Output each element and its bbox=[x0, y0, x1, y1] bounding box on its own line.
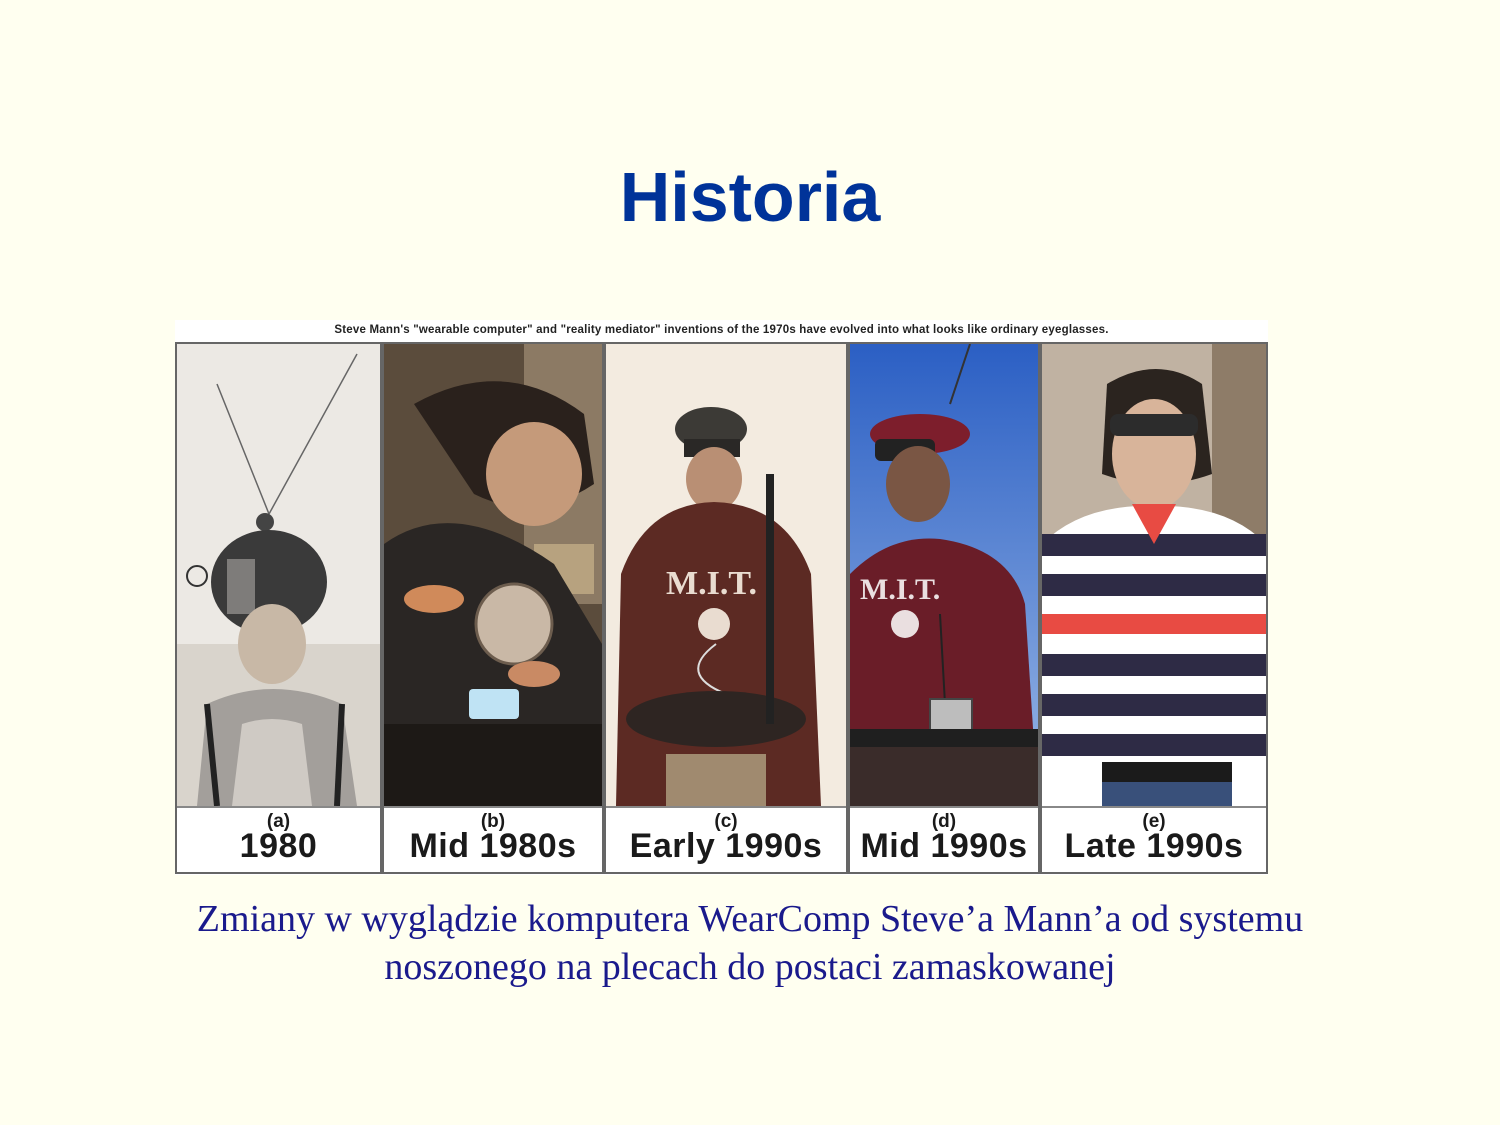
caption-line-1: Zmiany w wyglądzie komputera WearComp St… bbox=[196, 898, 1304, 940]
photo-1980 bbox=[177, 344, 380, 806]
panel-letter: (d) bbox=[931, 811, 957, 832]
photo-late-1990s bbox=[1042, 344, 1266, 806]
panel-letter: (c) bbox=[714, 811, 738, 832]
panel-letter: (b) bbox=[480, 811, 506, 832]
svg-text:M.I.T.: M.I.T. bbox=[860, 573, 940, 606]
panel-e-caption: (e) Late 1990s bbox=[1042, 806, 1266, 872]
panel-letter: (e) bbox=[1142, 811, 1166, 832]
panel-c-caption: (c) Early 1990s bbox=[606, 806, 846, 872]
panel-period: Late 1990s bbox=[1064, 827, 1244, 865]
figure-caption: Zmiany w wyglądzie komputera WearComp St… bbox=[0, 895, 1500, 991]
wearcomp-evolution-figure: Steve Mann's "wearable computer" and "re… bbox=[175, 320, 1268, 875]
panel-b: (b) Mid 1980s bbox=[382, 342, 604, 874]
panel-a: (a) 1980 bbox=[175, 342, 382, 874]
panel-period: Mid 1990s bbox=[860, 827, 1028, 865]
slide-title: Historia bbox=[619, 158, 881, 236]
figure-header: Steve Mann's "wearable computer" and "re… bbox=[334, 324, 1109, 336]
photo-mid-1980s bbox=[384, 344, 602, 806]
panel-period: Mid 1980s bbox=[409, 827, 577, 865]
panel-a-caption: (a) 1980 bbox=[177, 806, 380, 872]
panel-b-caption: (b) Mid 1980s bbox=[384, 806, 602, 872]
panel-letter: (a) bbox=[266, 811, 291, 832]
panel-d: M.I.T. (d) Mid 1990s bbox=[848, 342, 1040, 874]
panel-period: 1980 bbox=[239, 827, 318, 865]
panel-period: Early 1990s bbox=[629, 827, 823, 865]
photo-early-1990s: M.I.T. bbox=[606, 344, 846, 806]
photo-mid-1990s: M.I.T. bbox=[850, 344, 1038, 806]
caption-line-2: noszonego na plecach do postaci zamaskow… bbox=[384, 946, 1116, 988]
panel-d-caption: (d) Mid 1990s bbox=[850, 806, 1038, 872]
panel-e: (e) Late 1990s bbox=[1040, 342, 1268, 874]
panel-c: M.I.T. (c) Early 1990s bbox=[604, 342, 848, 874]
svg-text:M.I.T.: M.I.T. bbox=[666, 565, 757, 602]
